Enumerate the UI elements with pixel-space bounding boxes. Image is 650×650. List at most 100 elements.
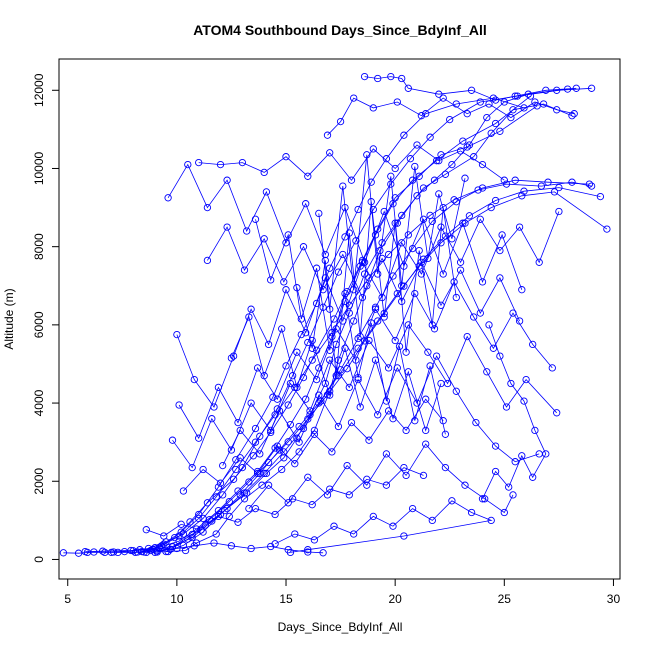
data-point	[177, 528, 185, 536]
y-axis-label: Altitude (m)	[2, 288, 16, 349]
data-point	[238, 463, 247, 472]
data-point	[190, 542, 198, 550]
data-point	[350, 286, 358, 294]
data-point	[498, 231, 506, 239]
data-point	[467, 508, 476, 517]
series-27	[142, 463, 428, 540]
data-point	[164, 194, 172, 202]
data-point	[238, 158, 247, 167]
data-point	[312, 299, 321, 308]
y-tick-label: 6000	[32, 311, 46, 338]
data-point	[214, 512, 223, 521]
data-point	[347, 418, 356, 427]
data-point	[282, 153, 290, 161]
series-line	[231, 315, 442, 432]
data-point	[542, 86, 550, 94]
y-tick-label: 8000	[32, 233, 46, 260]
data-point	[343, 461, 351, 470]
data-point	[502, 180, 511, 188]
data-point	[413, 192, 421, 200]
data-point	[432, 352, 441, 360]
series-25	[227, 313, 445, 435]
y-tick-label: 4000	[32, 389, 46, 416]
data-point	[572, 84, 580, 92]
data-point	[491, 442, 500, 450]
data-point	[188, 530, 196, 539]
data-point	[382, 450, 391, 458]
data-point	[221, 506, 229, 515]
data-point	[387, 180, 395, 188]
data-point	[393, 219, 401, 227]
x-tick-label: 20	[388, 592, 402, 606]
data-point	[227, 446, 236, 454]
data-point	[500, 176, 508, 184]
data-point	[487, 203, 495, 212]
series-line	[327, 97, 575, 136]
data-point	[553, 106, 561, 114]
data-point	[251, 504, 260, 513]
data-point	[236, 426, 244, 435]
data-point	[133, 548, 142, 556]
data-point	[280, 448, 288, 456]
data-point	[426, 211, 434, 220]
data-point	[284, 438, 292, 446]
data-point	[422, 110, 430, 118]
data-point	[400, 131, 408, 139]
data-point	[273, 395, 281, 403]
data-point	[350, 530, 358, 538]
data-point	[236, 454, 244, 462]
data-point	[360, 270, 369, 278]
data-point	[341, 344, 349, 352]
data-point	[256, 450, 264, 458]
data-point	[404, 231, 412, 239]
data-point	[302, 329, 310, 337]
data-point	[570, 110, 578, 118]
data-point	[326, 391, 334, 399]
data-point	[404, 368, 412, 376]
data-point	[234, 487, 242, 495]
data-point	[603, 225, 611, 233]
data-point	[284, 546, 292, 554]
data-point	[310, 430, 319, 438]
data-point	[171, 533, 179, 542]
x-tick-label: 10	[170, 592, 184, 606]
data-point	[358, 258, 367, 266]
data-point	[345, 383, 353, 392]
data-point	[225, 497, 233, 506]
data-point	[369, 512, 377, 521]
data-point	[275, 446, 284, 454]
data-point	[535, 258, 543, 266]
data-point	[295, 438, 303, 446]
data-point	[485, 100, 493, 108]
data-point	[507, 379, 515, 388]
series-line	[296, 201, 457, 376]
data-point	[417, 112, 426, 120]
data-point	[284, 231, 292, 239]
data-point	[374, 317, 382, 325]
data-point	[291, 460, 299, 468]
data-point	[162, 547, 170, 556]
series-line	[318, 154, 466, 310]
data-point	[430, 325, 439, 333]
data-point	[142, 526, 150, 534]
data-point	[227, 354, 236, 362]
data-point	[419, 471, 428, 480]
data-point	[371, 356, 380, 364]
data-point	[260, 235, 268, 243]
data-point	[243, 489, 251, 497]
data-point	[107, 548, 116, 557]
data-point	[260, 372, 268, 380]
data-point	[450, 196, 458, 204]
series-line	[482, 324, 547, 499]
data-point	[284, 499, 292, 507]
data-point	[411, 162, 419, 171]
data-point	[321, 274, 329, 282]
data-point	[424, 254, 432, 263]
data-point	[402, 471, 410, 480]
data-point	[326, 149, 334, 157]
y-tick-label: 12000	[32, 73, 46, 107]
data-point	[496, 246, 504, 255]
data-point	[415, 262, 423, 270]
data-point	[99, 547, 107, 555]
